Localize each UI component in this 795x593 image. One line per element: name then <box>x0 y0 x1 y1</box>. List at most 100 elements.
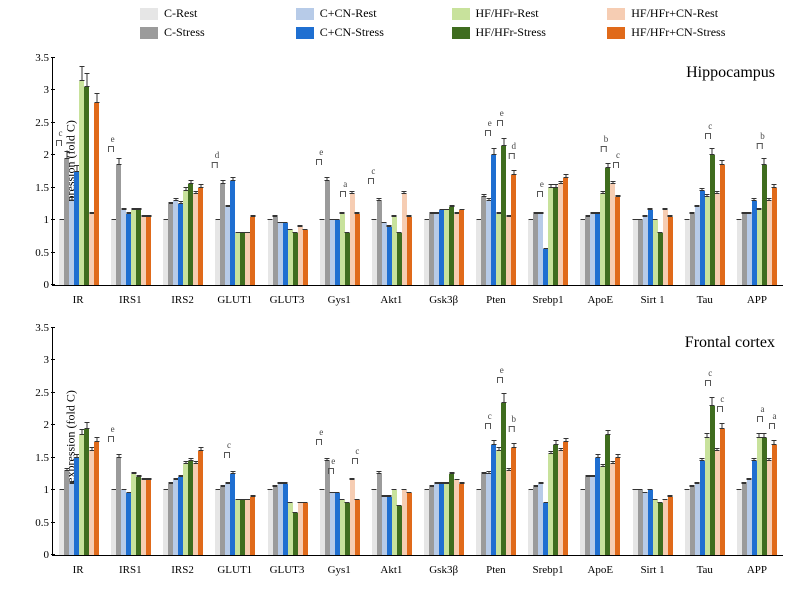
x-tick-label: IR <box>52 564 104 576</box>
error-bar <box>399 232 400 233</box>
y-tick: 2.5 <box>23 117 49 129</box>
error-bar <box>285 222 286 223</box>
error-bar <box>602 191 603 194</box>
x-tick-label: Tau <box>679 564 731 576</box>
bar <box>355 214 360 285</box>
gene-group <box>679 328 731 555</box>
error-bar <box>237 499 238 500</box>
error-bar <box>503 138 504 146</box>
x-tick-label: Srebp1 <box>522 294 574 306</box>
legend-swatch <box>452 27 470 39</box>
error-bar <box>483 472 484 474</box>
error-bar <box>749 212 750 214</box>
x-tick-label: APP <box>731 294 783 306</box>
error-bar <box>374 219 375 220</box>
bar <box>615 197 620 285</box>
y-tick: 0 <box>23 279 49 291</box>
error-bar <box>670 215 671 217</box>
gene-group <box>574 328 626 555</box>
error-bar <box>540 212 541 214</box>
gene-group <box>574 58 626 285</box>
error-bar <box>592 212 593 214</box>
error-bar <box>774 184 775 187</box>
gene-group <box>314 328 366 555</box>
error-bar <box>384 222 385 223</box>
error-bar <box>76 165 77 171</box>
error-bar <box>409 215 410 217</box>
x-tick-label: IRS1 <box>104 564 156 576</box>
error-bar <box>645 492 646 493</box>
gene-group <box>679 58 731 285</box>
error-bar <box>545 502 546 503</box>
error-bar <box>247 232 248 233</box>
legend-item: C-Rest <box>140 6 288 21</box>
error-bar <box>503 393 504 403</box>
gene-group <box>418 58 470 285</box>
legend-item: HF/HFr-Rest <box>452 6 600 21</box>
y-tick: 3 <box>23 84 49 96</box>
error-bar <box>702 188 703 191</box>
error-bar <box>493 440 494 445</box>
error-bar <box>394 489 395 490</box>
error-bar <box>774 440 775 445</box>
error-bar <box>322 219 323 220</box>
error-bar <box>66 151 67 158</box>
error-bar <box>550 451 551 454</box>
legend-label: HF/HFr+CN-Stress <box>631 25 725 40</box>
gene-group <box>53 58 105 285</box>
error-bar <box>227 205 228 207</box>
error-bar <box>404 191 405 194</box>
error-bar <box>384 495 385 496</box>
bar <box>720 165 725 285</box>
error-bar <box>635 489 636 490</box>
error-bar <box>540 482 541 484</box>
error-bar <box>280 482 281 484</box>
error-bar <box>195 191 196 194</box>
error-bar <box>456 212 457 214</box>
y-tick: 3.5 <box>23 52 49 64</box>
error-bar <box>513 443 514 448</box>
error-bar <box>446 209 447 211</box>
bar <box>615 458 620 555</box>
error-bar <box>200 447 201 451</box>
gene-group <box>262 328 314 555</box>
legend-swatch <box>296 27 314 39</box>
error-bar <box>222 485 223 487</box>
error-bar <box>347 232 348 233</box>
error-bar <box>769 198 770 200</box>
gene-group <box>53 328 105 555</box>
error-bar <box>237 232 238 233</box>
error-bar <box>535 212 536 214</box>
y-tick: 3.5 <box>23 322 49 334</box>
error-bar <box>560 181 561 184</box>
y-tick: 2 <box>23 419 49 431</box>
bar <box>355 500 360 555</box>
bar <box>146 217 151 285</box>
error-bar <box>242 499 243 500</box>
error-bar <box>717 191 718 194</box>
error-bar <box>242 232 243 233</box>
x-tick-label: Pten <box>470 564 522 576</box>
x-tick-label: IRS1 <box>104 294 156 306</box>
error-bar <box>61 489 62 490</box>
x-tick-label: Gys1 <box>313 564 365 576</box>
error-bar <box>754 198 755 200</box>
x-tick-label: GLUT3 <box>261 564 313 576</box>
error-bar <box>702 458 703 461</box>
gene-group <box>157 58 209 285</box>
error-bar <box>91 447 92 451</box>
gene-group <box>418 328 470 555</box>
error-bar <box>123 208 124 210</box>
error-bar <box>587 475 588 477</box>
gene-group <box>627 58 679 285</box>
bar <box>772 445 777 555</box>
error-bar <box>394 215 395 217</box>
error-bar <box>379 471 380 474</box>
error-bar <box>185 187 186 191</box>
error-bar <box>175 478 176 480</box>
x-tick-label: GLUT3 <box>261 294 313 306</box>
x-axis-labels: IRIRS1IRS2GLUT1GLUT3Gys1Akt1Gsk3βPtenSre… <box>52 294 783 306</box>
error-bar <box>195 461 196 464</box>
x-tick-label: APP <box>731 564 783 576</box>
legend-label: HF/HFr+CN-Rest <box>631 6 718 21</box>
